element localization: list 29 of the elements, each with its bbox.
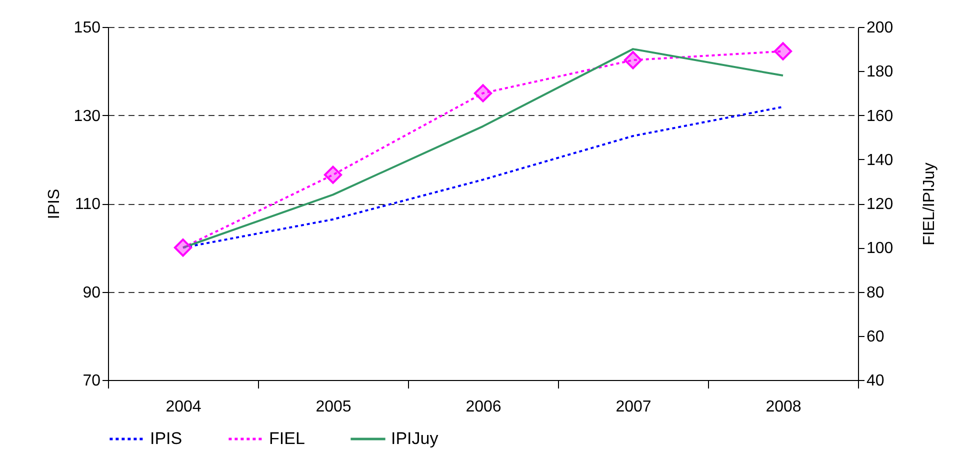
y2-tick-label: 100 [866, 240, 894, 258]
y-tick-label: 90 [82, 284, 101, 302]
legend-label: IPIJuy [391, 429, 439, 448]
y2-tick-label: 60 [866, 328, 884, 346]
point [624, 51, 642, 70]
x-tick-label: 2006 [466, 398, 502, 416]
y-tick-label: 70 [82, 372, 101, 390]
x-tick-label: 2005 [316, 398, 352, 416]
y-tick-label: 130 [74, 108, 101, 125]
y-axis-title: IPIS [46, 188, 63, 220]
y2-tick-label: 80 [866, 284, 884, 302]
legend-label: IPIS [150, 429, 182, 448]
point [474, 84, 492, 102]
y2-tick-label: 140 [866, 152, 894, 169]
x-tick-label: 2004 [166, 398, 202, 416]
x-tick-label: 2008 [766, 398, 802, 416]
y2-axis-title: FIEL/IPIJuy [921, 162, 938, 246]
y2-tick-label: 160 [866, 108, 894, 125]
point [174, 238, 192, 257]
y-tick-label: 110 [74, 196, 101, 213]
y-tick-label: 150 [74, 20, 101, 36]
y2-tick-label: 180 [866, 64, 894, 81]
y2-tick-label: 200 [866, 20, 894, 36]
point [774, 42, 792, 60]
point [324, 166, 342, 184]
y2-tick-label: 120 [866, 196, 894, 213]
y2-tick-label: 40 [866, 372, 884, 390]
legend-label: FIEL [269, 429, 305, 448]
x-tick-label: 2007 [616, 398, 652, 416]
